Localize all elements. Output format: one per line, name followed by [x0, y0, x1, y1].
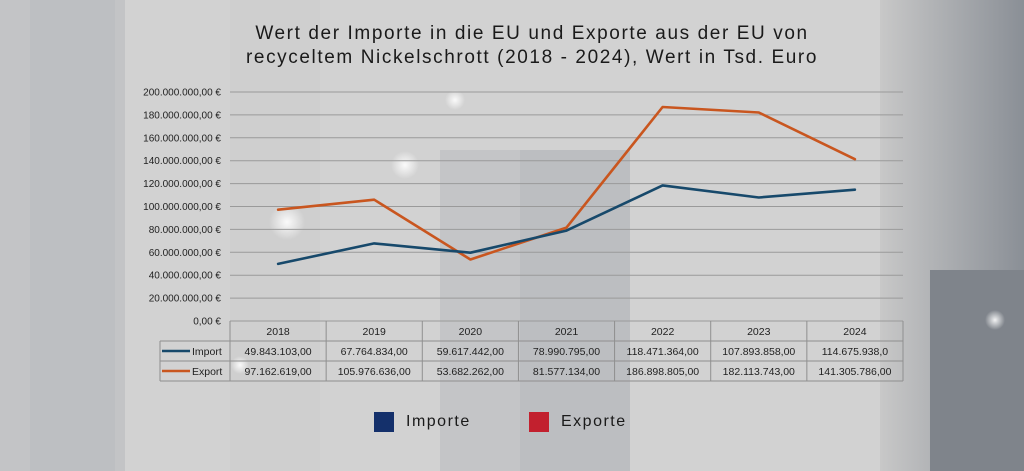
table-value-import: 118.471.364,00	[627, 346, 699, 358]
table-value-export: 186.898.805,00	[626, 366, 699, 378]
table-value-import: 67.764.834,00	[341, 346, 408, 358]
table-value-export: 105.976.636,00	[338, 366, 411, 378]
table-value-import: 78.990.795,00	[533, 346, 600, 358]
y-tick-label: 40.000.000,00 €	[149, 271, 222, 282]
y-tick-label: 60.000.000,00 €	[149, 248, 222, 259]
y-axis-labels: 0,00 € 20.000.000,00 € 40.000.000,00 € 60.0…	[143, 88, 221, 328]
y-tick-label: 180.000.000,00 €	[143, 110, 221, 121]
y-tick-label: 140.000.000,00 €	[143, 156, 221, 167]
legend-label-import: Importe	[406, 413, 471, 430]
chart-title-line-1: Wert der Importe in die EU und Exporte a…	[255, 23, 809, 44]
table-value-export: 97.162.619,00	[244, 366, 311, 378]
table-series-name-import: Import	[192, 346, 222, 358]
x-category-label: 2020	[459, 326, 483, 338]
table-value-export: 182.113.743,00	[723, 366, 795, 378]
y-tick-label: 100.000.000,00 €	[143, 202, 221, 213]
y-tick-label: 80.000.000,00 €	[149, 225, 222, 236]
legend-swatch-export	[529, 412, 549, 432]
legend-item-import: Importe	[374, 410, 471, 434]
x-category-label: 2019	[363, 326, 387, 338]
table-value-export: 141.305.786,00	[818, 366, 891, 378]
x-category-label: 2021	[555, 326, 579, 338]
series-lines	[276, 105, 857, 266]
legend-item-export: Exporte	[529, 410, 627, 434]
x-category-label: 2023	[747, 326, 771, 338]
table-value-import: 49.843.103,00	[244, 346, 311, 358]
series-line-export	[276, 105, 857, 261]
y-tick-label: 160.000.000,00 €	[143, 133, 221, 144]
data-table: 2018 2019 2020 2021 2022 2023 2024 Import 49.843…	[159, 321, 904, 382]
x-category-label: 2018	[266, 326, 290, 338]
y-tick-label: 200.000.000,00 €	[143, 88, 221, 99]
y-tick-label: 120.000.000,00 €	[143, 179, 221, 190]
chart-title-line-2: recyceltem Nickelschrott (2018 - 2024), …	[245, 47, 819, 68]
chart-title: Wert der Importe in die EU und Exporte a…	[0, 22, 1024, 70]
series-line-import	[276, 184, 857, 266]
table-value-export: 53.682.262,00	[437, 366, 504, 378]
x-category-label: 2022	[651, 326, 675, 338]
table-value-import: 59.617.442,00	[437, 346, 504, 358]
x-category-label: 2024	[843, 326, 867, 338]
legend-label-export: Exporte	[561, 413, 627, 430]
table-value-export: 81.577.134,00	[533, 366, 600, 378]
table-value-import: 114.675.938,0	[822, 346, 889, 358]
y-tick-label: 20.000.000,00 €	[149, 294, 222, 305]
y-tick-label: 0,00 €	[193, 317, 221, 328]
legend-swatch-import	[374, 412, 394, 432]
gridlines	[230, 91, 903, 322]
table-series-name-export: Export	[192, 366, 222, 378]
table-value-import: 107.893.858,00	[722, 346, 795, 358]
